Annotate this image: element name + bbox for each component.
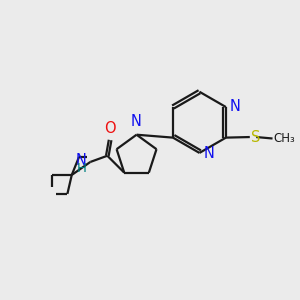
- Text: O: O: [104, 122, 116, 136]
- Text: N: N: [131, 115, 142, 130]
- Text: N: N: [230, 99, 241, 114]
- Text: S: S: [251, 130, 260, 145]
- Text: N: N: [75, 153, 86, 168]
- Text: N: N: [203, 146, 214, 161]
- Text: H: H: [76, 162, 86, 175]
- Text: CH₃: CH₃: [274, 132, 296, 145]
